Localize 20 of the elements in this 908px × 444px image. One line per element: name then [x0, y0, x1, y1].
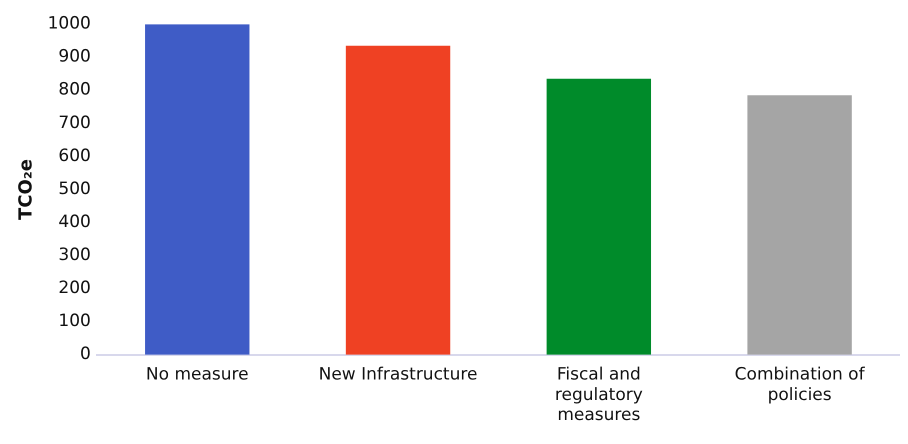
bar [747, 95, 852, 355]
y-tick-label: 0 [80, 344, 91, 364]
bar [145, 24, 250, 355]
y-tick-label: 700 [58, 112, 91, 133]
x-tick-label: No measure [146, 364, 249, 384]
y-axis-title: TCO₂e [15, 159, 36, 220]
y-tick-label: 300 [58, 245, 91, 266]
y-tick-label: 100 [58, 311, 91, 332]
y-tick-label: 400 [58, 212, 91, 232]
bar [546, 78, 652, 355]
y-tick-label: 600 [58, 146, 91, 166]
y-tick-label: 200 [58, 278, 91, 298]
x-tick-label: Combination of policies [734, 364, 866, 405]
y-tick-label: 900 [58, 46, 91, 67]
bar [346, 46, 450, 355]
x-tick-label: Fiscal and regulatory measures [554, 364, 643, 426]
y-tick-label: 800 [58, 80, 91, 100]
x-tick-label: New Infrastructure [318, 364, 478, 384]
y-tick-label: 1000 [48, 14, 91, 34]
y-tick-label: 500 [58, 178, 91, 199]
